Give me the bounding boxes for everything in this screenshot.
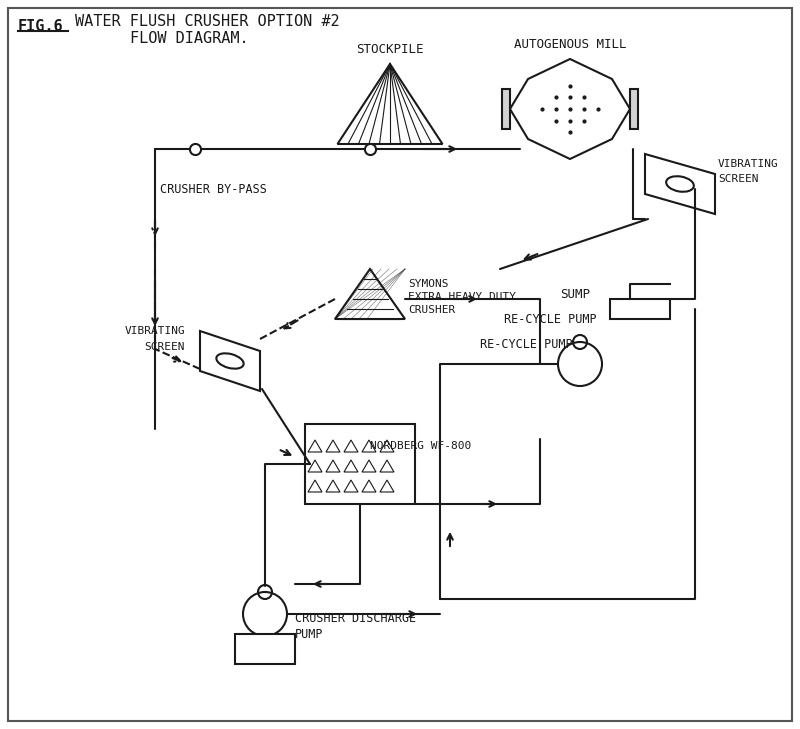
Bar	[630, 89, 638, 129]
Text: NORDBERG WF-800: NORDBERG WF-800	[370, 441, 471, 451]
Text: VIBRATING: VIBRATING	[718, 159, 778, 169]
Text: CRUSHER DISCHARGE: CRUSHER DISCHARGE	[295, 612, 416, 625]
Text: CRUSHER BY-PASS: CRUSHER BY-PASS	[160, 182, 267, 195]
Bar	[305, 424, 415, 504]
Text: EXTRA HEAVY DUTY: EXTRA HEAVY DUTY	[408, 292, 516, 302]
Text: SCREEN: SCREEN	[145, 342, 185, 352]
Text: PUMP: PUMP	[295, 628, 323, 641]
Text: RE-CYCLE PUMP: RE-CYCLE PUMP	[480, 338, 573, 351]
Polygon shape	[335, 269, 405, 319]
Bar	[610, 299, 670, 319]
Text: AUTOGENOUS MILL: AUTOGENOUS MILL	[514, 38, 626, 51]
Bar	[235, 634, 295, 664]
Text: SUMP: SUMP	[560, 287, 590, 300]
Polygon shape	[200, 331, 260, 391]
Bar	[502, 89, 510, 129]
Text: WATER FLUSH CRUSHER OPTION #2: WATER FLUSH CRUSHER OPTION #2	[75, 14, 340, 29]
Text: CRUSHER: CRUSHER	[408, 305, 455, 315]
Text: STOCKPILE: STOCKPILE	[356, 43, 424, 56]
Text: FIG.6: FIG.6	[18, 19, 64, 34]
Polygon shape	[510, 59, 630, 159]
Text: VIBRATING: VIBRATING	[124, 326, 185, 336]
Text: RE-CYCLE PUMP: RE-CYCLE PUMP	[504, 313, 596, 326]
Text: FLOW DIAGRAM.: FLOW DIAGRAM.	[130, 31, 249, 46]
Text: SCREEN: SCREEN	[718, 174, 758, 184]
Text: SYMONS: SYMONS	[408, 279, 449, 289]
Polygon shape	[645, 154, 715, 214]
